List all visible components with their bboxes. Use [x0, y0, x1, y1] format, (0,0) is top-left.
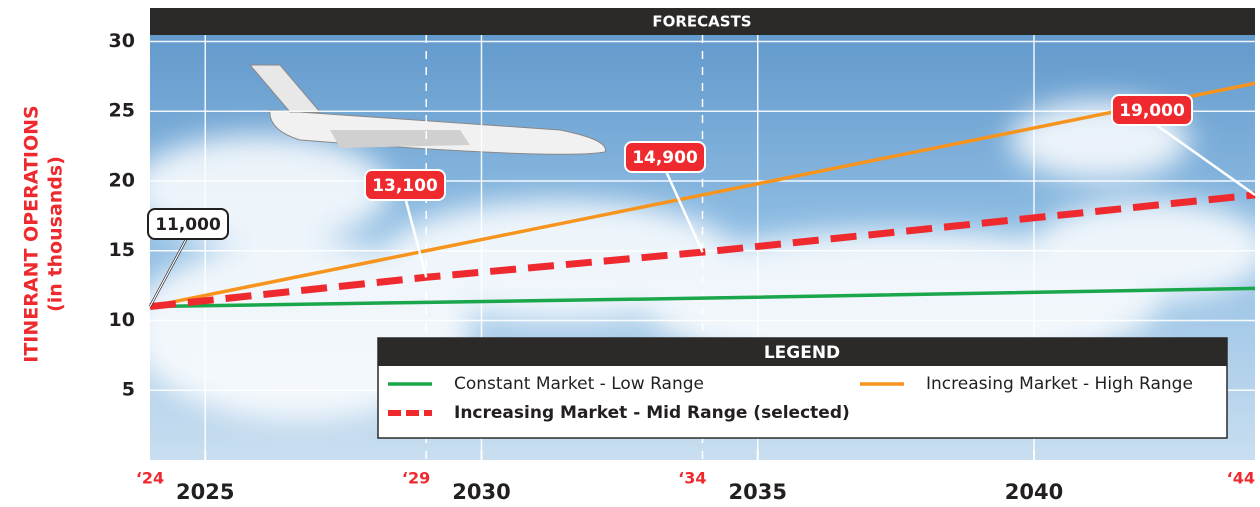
y-tick-label: 20 — [109, 169, 135, 191]
title-bar — [150, 8, 1255, 35]
series-line — [149, 81, 1256, 309]
y-tick-label: 30 — [109, 30, 135, 52]
data-label-box — [147, 208, 229, 240]
legend-label: Constant Market - Low Range — [454, 374, 704, 394]
legend-label: Increasing Market - Mid Range (selected) — [454, 403, 850, 423]
x-tick-label: 2030 — [452, 480, 510, 504]
callout-line — [1151, 121, 1256, 196]
x-tick-label: 2035 — [729, 480, 787, 504]
x-short-label: ‘24 — [136, 469, 164, 488]
callout-line — [664, 168, 704, 253]
chart-title: FORECASTS — [652, 13, 751, 31]
x-short-label: ‘34 — [678, 469, 706, 488]
legend-title: LEGEND — [764, 343, 840, 363]
y-label: ITINERANT OPERATIONS — [21, 105, 43, 362]
x-short-label: ‘44 — [1227, 469, 1255, 488]
x-tick-label: 2040 — [1005, 480, 1063, 504]
y-axis-title: ITINERANT OPERATIONS (in thousands) — [21, 105, 67, 362]
series-line — [149, 191, 1256, 311]
x-short-label: ‘29 — [402, 469, 430, 488]
data-label: 11,000 — [155, 215, 221, 235]
callout-line — [149, 235, 189, 307]
legend-label: Increasing Market - High Range — [926, 374, 1193, 394]
x-tick-label: 2025 — [176, 480, 234, 504]
data-label: 19,000 — [1119, 101, 1185, 121]
data-label: 14,900 — [632, 148, 698, 168]
y-tick-label: 5 — [122, 379, 135, 401]
y-tick-label: 25 — [109, 100, 135, 122]
data-label-box — [624, 141, 706, 173]
legend: LEGEND Constant Market - Low Range Increa… — [377, 337, 1228, 439]
data-label-box — [364, 169, 446, 201]
y-tick-label: 15 — [109, 239, 135, 261]
series-line — [149, 286, 1256, 309]
y-sublabel: (in thousands) — [45, 156, 67, 312]
callout-line — [404, 196, 427, 278]
airplane — [248, 64, 606, 155]
y-tick-label: 10 — [109, 309, 135, 331]
data-label: 13,100 — [372, 176, 438, 196]
legend-header — [378, 338, 1227, 366]
data-label-box — [1111, 94, 1193, 126]
